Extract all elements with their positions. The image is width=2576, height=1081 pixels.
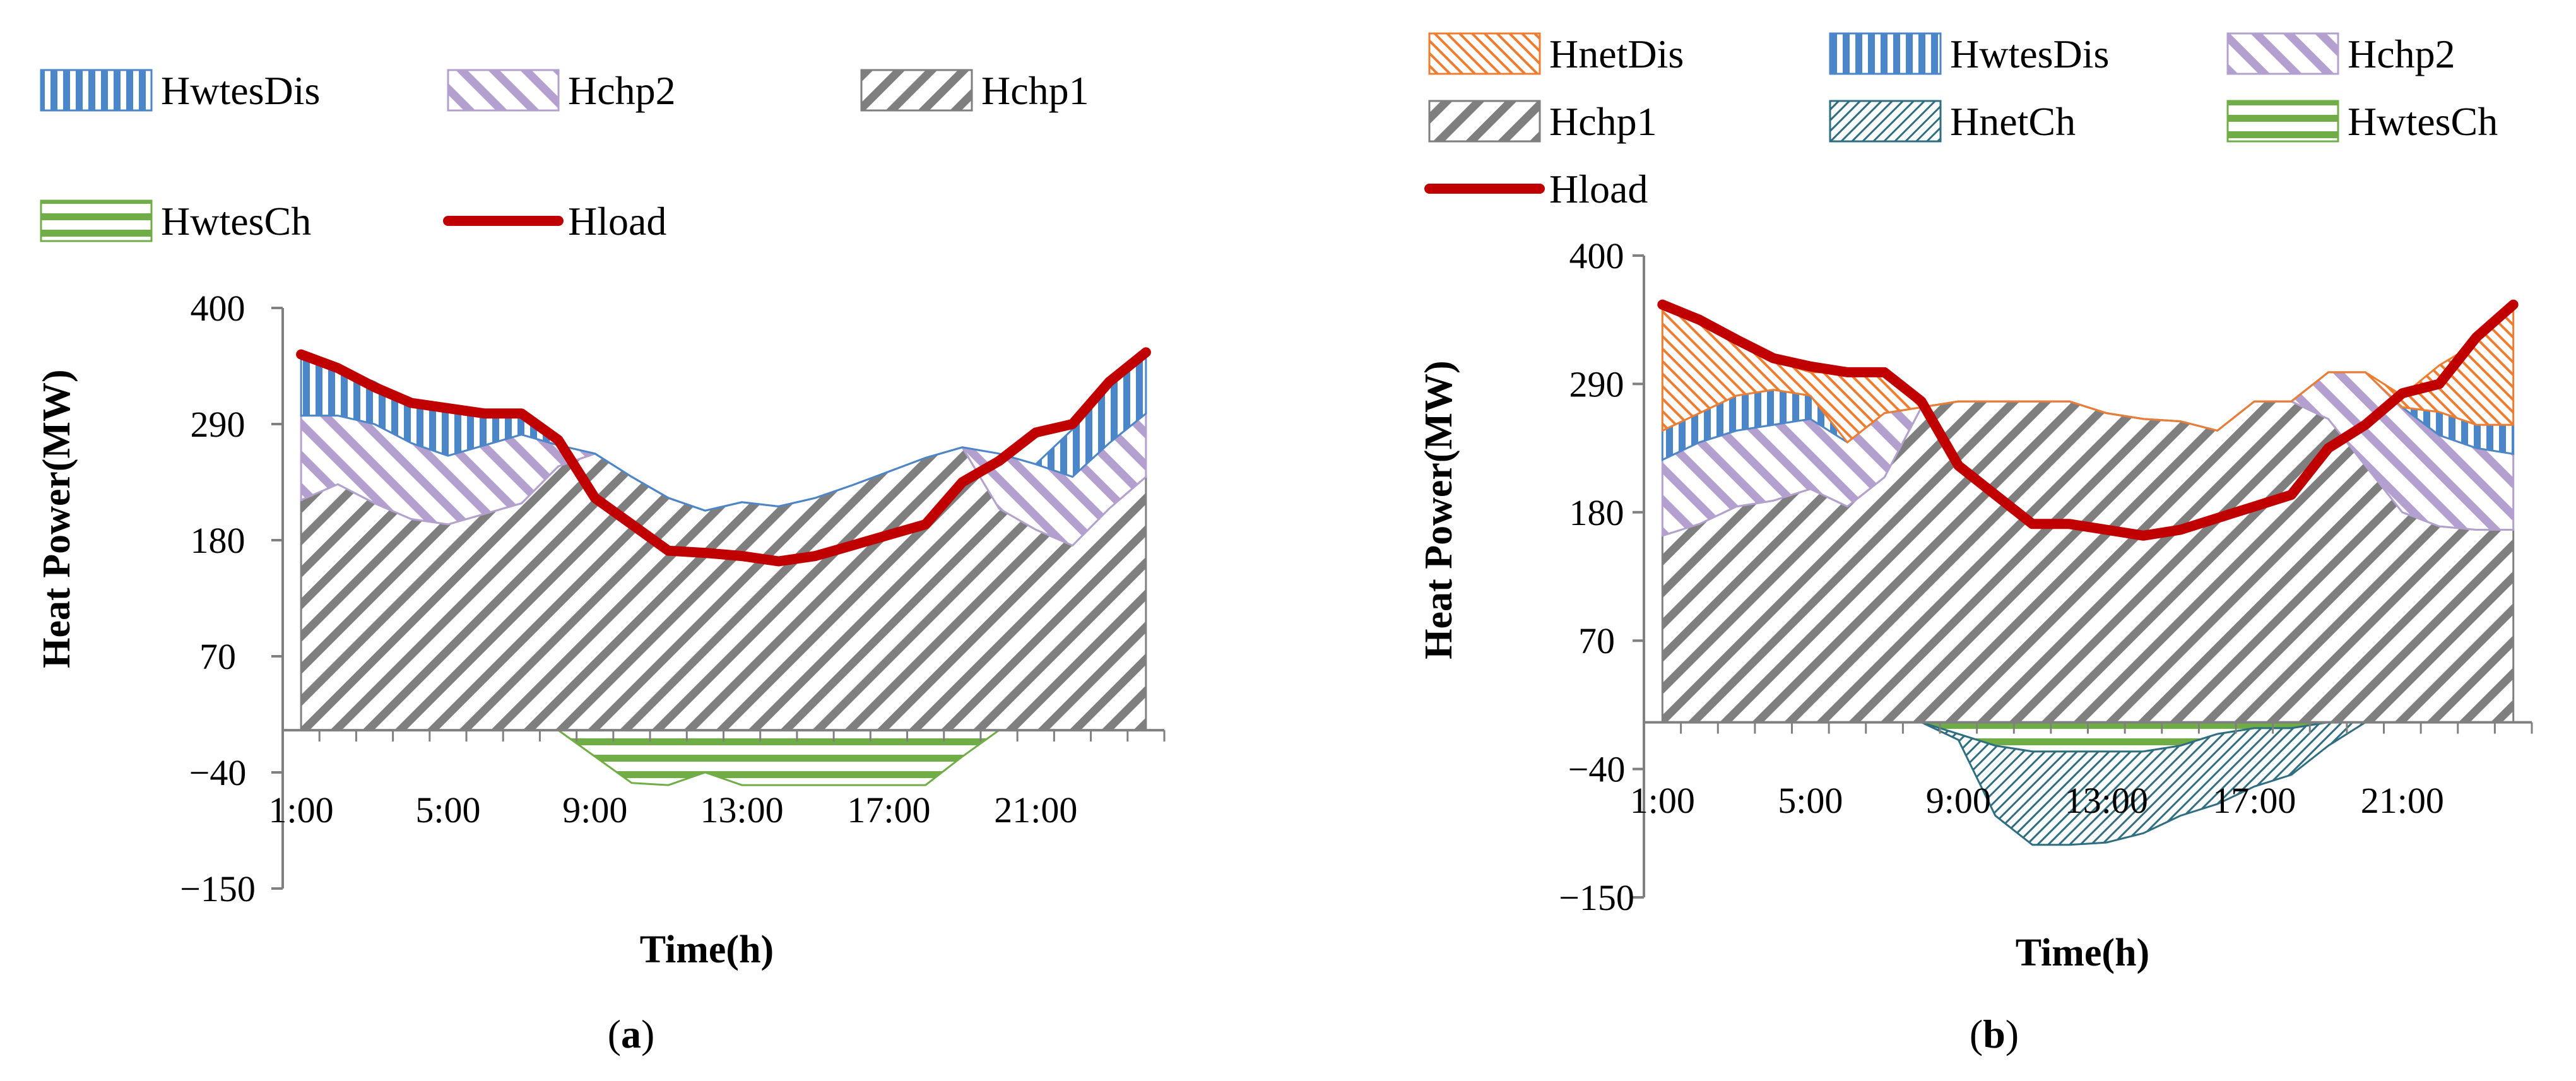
legend-label-hnetdis: HnetDis	[1549, 32, 1684, 76]
y-tick-label: 70	[1578, 620, 1615, 661]
x-axis-panel-b: 1:00 5:00 9:00 13:00 17:00 21:00	[1630, 721, 2533, 821]
x-axis-title-panel-a: Time(h)	[640, 928, 774, 971]
y-axis-title-panel-b: Heat Power(MW)	[1417, 360, 1460, 659]
y-tick-label: −40	[1568, 749, 1626, 790]
legend-panel-a: HwtesDis Hchp2 Hchp1 HwtesCh Hload	[40, 68, 1089, 244]
plot-area-panel-a	[296, 347, 1151, 786]
legend-swatch-hnetdis	[1428, 32, 1541, 75]
x-tick-label: 1:00	[1630, 780, 1695, 821]
y-tick-label: 180	[191, 520, 245, 561]
x-tick-label: 17:00	[2213, 780, 2296, 821]
legend-label-hchp1: Hchp1	[1549, 99, 1657, 144]
x-tick-label: 21:00	[2361, 780, 2444, 821]
area-hnetch	[1662, 721, 2514, 846]
x-tick-label: 13:00	[2065, 780, 2148, 821]
legend-label-hchp1: Hchp1	[981, 68, 1089, 113]
legend-swatch-hwtesdis	[40, 69, 153, 112]
y-axis-panel-b: 400 290 180 70 −40 −150	[1559, 235, 1645, 918]
legend-label-hload: Hload	[568, 199, 666, 244]
y-axis-panel-a: 400 290 180 70 −40 −150	[180, 288, 284, 909]
y-tick-label: 400	[191, 288, 245, 329]
legend-swatch-hchp1	[1428, 100, 1541, 143]
legend-label-hwtesch: HwtesCh	[2348, 99, 2498, 144]
legend-label-hwtesdis: HwtesDis	[161, 68, 320, 113]
x-tick-label: 21:00	[994, 789, 1077, 830]
chart-panel-a: HwtesDis Hchp2 Hchp1 HwtesCh Hload 400 290 180…	[35, 68, 1166, 1056]
legend-label-hnetch: HnetCh	[1950, 99, 2076, 144]
x-tick-label: 9:00	[562, 789, 627, 830]
y-tick-label: 290	[1569, 363, 1624, 405]
legend-swatch-hwtesch	[40, 199, 153, 242]
plot-area-panel-b	[1657, 299, 2519, 846]
line-hload	[1657, 299, 2519, 541]
panel-label-a: (a)	[608, 1012, 655, 1056]
x-tick-label: 5:00	[1778, 780, 1843, 821]
y-tick-label: −150	[1559, 877, 1634, 918]
y-tick-label: 180	[1569, 492, 1624, 533]
y-tick-label: −40	[189, 752, 247, 793]
x-axis-panel-a: 1:00 5:00 9:00 13:00 17:00 21:00	[269, 729, 1166, 830]
line-hload	[296, 347, 1151, 567]
x-axis-title-panel-b: Time(h)	[2016, 931, 2149, 974]
y-tick-label: 70	[199, 636, 236, 677]
legend-label-hwtesdis: HwtesDis	[1950, 32, 2109, 76]
legend-swatch-hchp1	[860, 69, 973, 112]
legend-label-hchp2: Hchp2	[2348, 32, 2455, 76]
y-tick-label: −150	[180, 868, 256, 909]
y-tick-label: 290	[191, 404, 245, 445]
x-tick-label: 1:00	[269, 789, 334, 830]
x-tick-label: 5:00	[415, 789, 480, 830]
y-axis-title-panel-a: Heat Power(MW)	[35, 369, 78, 668]
x-tick-label: 17:00	[847, 789, 930, 830]
legend-label-hchp2: Hchp2	[568, 68, 676, 113]
y-tick-label: 400	[1569, 235, 1624, 276]
chart-panel-b: HnetDis HwtesDis Hchp2 Hchp1 HnetCh HwtesCh Hl…	[1417, 32, 2533, 1056]
panel-label-b: (b)	[1970, 1012, 2019, 1056]
legend-label-hwtesch: HwtesCh	[161, 199, 311, 244]
legend-swatch-hwtesch	[2226, 100, 2339, 143]
x-tick-label: 13:00	[700, 789, 784, 830]
legend-swatch-hwtesdis	[1829, 32, 1942, 75]
legend-label-hload: Hload	[1549, 167, 1648, 211]
legend-swatch-hchp2	[447, 69, 560, 112]
legend-panel-b: HnetDis HwtesDis Hchp2 Hchp1 HnetCh HwtesCh Hl…	[1424, 32, 2498, 211]
x-tick-label: 9:00	[1926, 780, 1991, 821]
legend-swatch-hnetch	[1829, 100, 1942, 143]
legend-swatch-hchp2	[2226, 32, 2339, 75]
